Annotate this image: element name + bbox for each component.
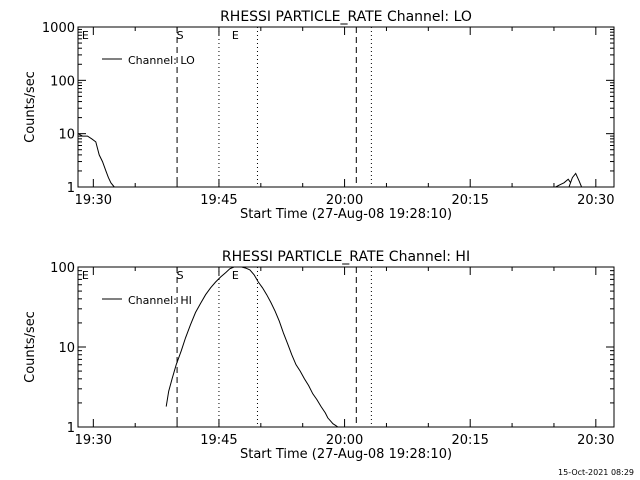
chart-title: RHESSI PARTICLE_RATE Channel: LO [220, 9, 472, 25]
event-annotation: E [82, 29, 89, 42]
x-tick-label: 20:00 [326, 433, 363, 448]
legend-label: Channel: HI [128, 294, 192, 307]
y-tick-label: 1000 [42, 21, 75, 36]
x-tick-label: 19:30 [75, 433, 112, 448]
series-line [78, 133, 115, 188]
plot-frame [77, 266, 615, 428]
event-annotation: S [177, 269, 184, 282]
chart-panel-0: RHESSI PARTICLE_RATE Channel: LO 1 10 100 10… [23, 9, 615, 222]
series-line [165, 266, 345, 428]
plot-frame [77, 26, 615, 188]
x-tick-label: 20:15 [451, 193, 488, 208]
x-tick-label: 20:15 [451, 433, 488, 448]
x-tick-label: 19:45 [200, 433, 237, 448]
event-annotation: E [232, 29, 239, 42]
x-tick-label: 19:45 [200, 193, 237, 208]
chart-panel-1: RHESSI PARTICLE_RATE Channel: HI 1 10 100 19… [23, 249, 615, 462]
x-tick-label: 20:00 [326, 193, 363, 208]
x-axis-label: Start Time (27-Aug-08 19:28:10) [240, 207, 452, 222]
y-tick-label: 100 [50, 261, 75, 276]
y-tick-label: 100 [50, 74, 75, 89]
legend-label: Channel: LO [128, 54, 195, 67]
series-line [555, 178, 572, 188]
y-tick-label: 10 [58, 341, 75, 356]
series-line [568, 172, 583, 188]
event-annotation: S [177, 29, 184, 42]
x-tick-label: 20:30 [577, 433, 614, 448]
event-annotation: E [82, 269, 89, 282]
y-tick-label: 10 [58, 128, 75, 143]
chart-title: RHESSI PARTICLE_RATE Channel: HI [222, 249, 470, 265]
y-tick-label: 1 [67, 421, 75, 436]
y-tick-label: 1 [67, 181, 75, 196]
footer-timestamp: 15-Oct-2021 08:29 [558, 468, 634, 477]
event-annotation: E [232, 269, 239, 282]
y-axis-label: Counts/sec [23, 311, 38, 383]
x-tick-label: 19:30 [75, 193, 112, 208]
x-tick-label: 20:30 [577, 193, 614, 208]
y-axis-label: Counts/sec [23, 71, 38, 143]
x-axis-label: Start Time (27-Aug-08 19:28:10) [240, 447, 452, 462]
